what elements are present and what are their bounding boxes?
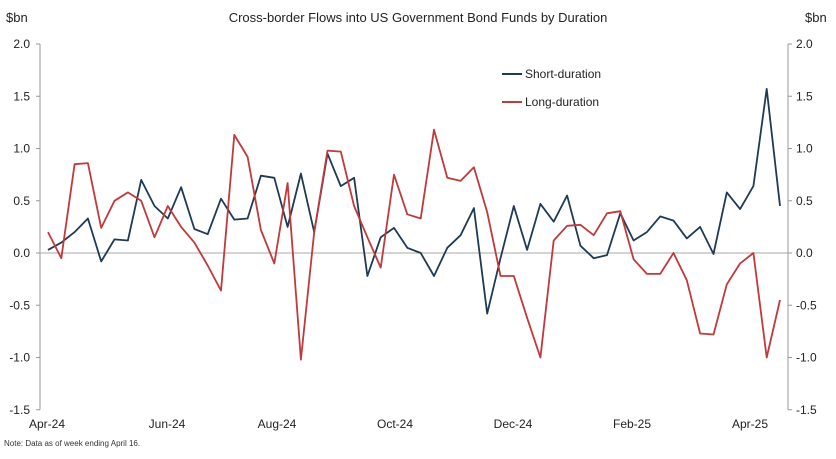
right-tick-label: -0.5 [796,298,817,312]
right-tick-label: 1.0 [796,142,813,156]
x-tick-label: Jun-24 [149,417,186,431]
left-tick-label: -1.5 [9,403,30,417]
x-tick-label: Aug-24 [258,417,297,431]
left-tick-label: -0.5 [9,298,30,312]
legend: Short-duration Long-duration [502,67,601,109]
left-tick-label: -1.0 [9,351,30,365]
x-tick-label: Dec-24 [494,417,533,431]
short-duration-series-line [47,88,781,315]
long-duration-series-line [47,128,781,361]
right-tick-label: 0.0 [796,246,813,260]
left-tick-label: 0.5 [13,194,30,208]
left-tick-label: 0.0 [13,246,30,260]
x-tick-label: Feb-25 [613,417,651,431]
chart-note: Note: Data as of week ending April 16. [4,439,140,448]
x-tick-label: Apr-25 [732,417,768,431]
legend-label: Short-duration [525,67,601,81]
right-tick-label: 0.5 [796,194,813,208]
right-tick-label: -1.0 [796,351,817,365]
right-tick-label: 1.5 [796,89,813,103]
legend-label: Long-duration [525,95,599,109]
left-tick-label: 1.0 [13,142,30,156]
left-axis-unit: $bn [6,10,28,25]
right-axis-unit: $bn [805,10,827,25]
right-tick-label: -1.5 [796,403,817,417]
x-tick-label: Oct-24 [377,417,413,431]
x-tick-label: Apr-24 [29,417,65,431]
right-tick-label: 2.0 [796,37,813,51]
left-tick-label: 2.0 [13,37,30,51]
left-tick-label: 1.5 [13,89,30,103]
chart-title: Cross-border Flows into US Government Bo… [229,10,608,25]
